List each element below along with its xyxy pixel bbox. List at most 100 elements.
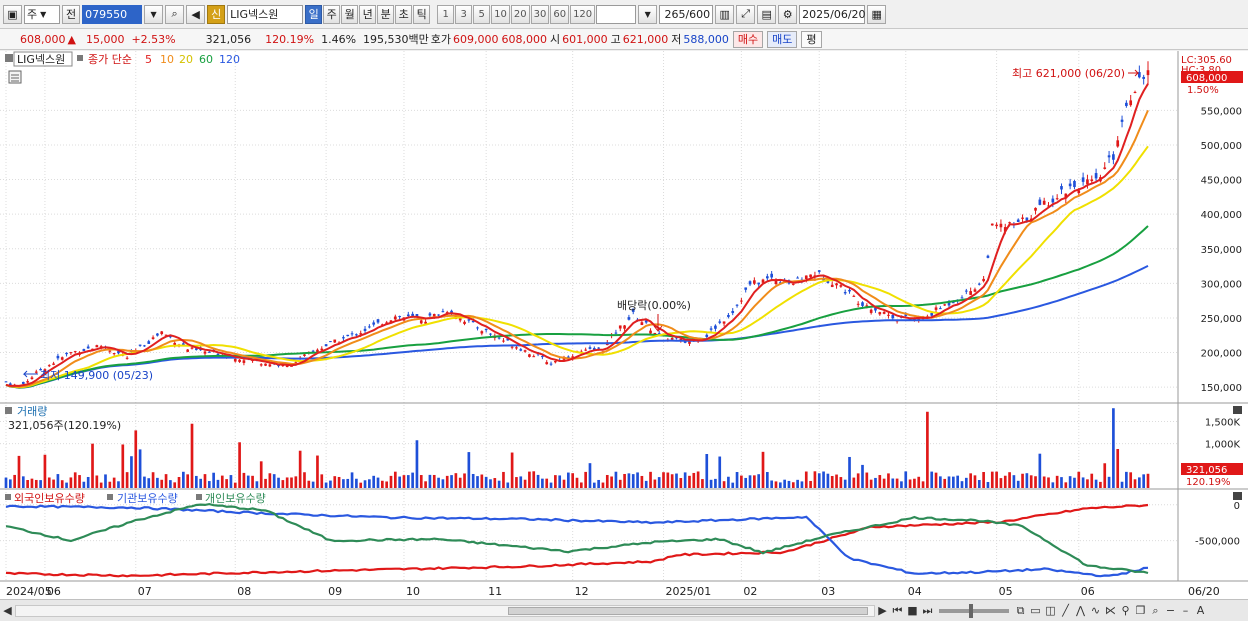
volume-close-icon[interactable]	[1233, 406, 1242, 414]
interval-button-120[interactable]: 120	[570, 4, 596, 24]
period-button-6[interactable]: 틱	[413, 4, 431, 24]
date-input[interactable]: 2025/06/20	[799, 4, 866, 24]
zoom-slider[interactable]	[939, 603, 1009, 618]
holding-close-icon[interactable]	[1233, 492, 1242, 500]
volume-bar	[614, 471, 618, 488]
period-button-4[interactable]: 분	[377, 4, 395, 24]
count-field[interactable]: 265/600	[659, 4, 714, 24]
save-icon[interactable]: ▤	[757, 4, 777, 24]
split-icon[interactable]: ◫	[1045, 604, 1056, 617]
volume-bar	[1090, 473, 1094, 488]
volume-bar	[212, 472, 215, 488]
volume-bar	[1086, 479, 1089, 488]
candle-body	[415, 314, 419, 318]
eval-button[interactable]: 평	[801, 30, 822, 48]
minus-icon[interactable]: –	[1182, 604, 1189, 617]
interval-button-20[interactable]: 20	[510, 4, 530, 24]
period-button-1[interactable]: 주	[323, 4, 341, 24]
period-button-5[interactable]: 초	[395, 4, 413, 24]
rewind-icon[interactable]: ⏮	[892, 603, 903, 617]
prev-button[interactable]: 전	[62, 4, 81, 24]
period-button-2[interactable]: 월	[341, 4, 359, 24]
zoom-out-icon[interactable]: −	[1165, 604, 1176, 617]
candle-body	[73, 351, 77, 353]
volume-bar	[246, 475, 250, 488]
buy-button[interactable]: 매수	[732, 30, 764, 48]
price-tick-label: 400,000	[1201, 210, 1242, 221]
ask-price: 609,000	[453, 32, 499, 46]
panel-icon[interactable]: ▭	[1030, 604, 1041, 617]
candle-body	[584, 349, 587, 351]
ma-line-60	[5, 225, 1149, 389]
x-tick-label: 03	[821, 585, 835, 598]
volume-bar	[359, 482, 363, 488]
search-icon[interactable]: ⌕	[165, 4, 185, 24]
interval-button-5[interactable]: 5	[473, 4, 491, 24]
candle-body	[939, 308, 942, 310]
volume-bar	[675, 473, 678, 488]
trend-icon[interactable]: ⋀	[1075, 604, 1086, 617]
horizontal-scrollbar[interactable]	[15, 604, 875, 617]
link-icon[interactable]: ⚲	[1121, 604, 1130, 617]
volume-bar	[164, 474, 168, 488]
volume-bar	[1094, 479, 1098, 488]
stock-label-box[interactable]	[13, 51, 73, 67]
candle-body	[549, 363, 553, 365]
dropdown-icon[interactable]: ▼	[144, 4, 164, 24]
gear-icon[interactable]: ⚙	[778, 4, 798, 24]
volume-bar	[990, 471, 994, 488]
volume-bar	[104, 474, 107, 488]
volume-bar	[445, 475, 449, 488]
text-size-icon[interactable]: A	[1196, 604, 1205, 617]
scrollbar-thumb[interactable]	[508, 606, 868, 615]
interval-button-10[interactable]: 10	[491, 4, 510, 24]
copy-icon[interactable]: ❐	[1135, 604, 1146, 617]
stock-name-field[interactable]: LIG넥스원	[227, 4, 304, 24]
sell-button[interactable]: 매도	[767, 30, 798, 48]
volume-bar	[774, 481, 778, 488]
zoom-icon[interactable]: ⌕	[1152, 603, 1159, 617]
x-tick-label: 2025/01	[666, 585, 712, 598]
draw-line-icon[interactable]: ╱	[1062, 604, 1069, 617]
forward-icon[interactable]: ⏭	[922, 603, 933, 617]
volume-bar	[73, 472, 77, 488]
volume-bar	[316, 455, 319, 488]
stock-chart[interactable]: 150,000 200,000 250,000 300,000 350,000 400,0…	[0, 51, 1248, 599]
interval-button-3[interactable]: 3	[455, 4, 473, 24]
scroll-left-icon[interactable]: ◀	[3, 604, 12, 617]
candle-body	[56, 355, 60, 359]
window-menu-icon[interactable]: ▣	[3, 4, 22, 24]
scroll-right-icon[interactable]: ▶	[878, 604, 887, 617]
volume-bar	[160, 479, 164, 488]
candle-body	[510, 346, 514, 348]
change-rate: +2.53%	[131, 32, 176, 46]
interval-button-60[interactable]: 60	[550, 4, 570, 24]
volume-bar	[830, 475, 834, 488]
volume: 321,056	[205, 32, 252, 46]
interval-input[interactable]	[596, 4, 637, 24]
stock-code-input[interactable]: 079550	[82, 4, 143, 24]
market-type-select[interactable]: 주 ▼	[24, 4, 60, 24]
sound-icon[interactable]: ◀	[186, 4, 206, 24]
calculator-icon[interactable]	[8, 70, 22, 84]
volume-bar	[995, 471, 998, 488]
interval-dropdown-icon[interactable]: ▼	[638, 4, 658, 24]
wave-icon[interactable]: ∿	[1090, 604, 1101, 617]
candle-body	[316, 349, 319, 352]
layout-icon[interactable]: ⧉	[1016, 603, 1025, 617]
stop-icon[interactable]: ■	[907, 604, 918, 617]
volume-bar	[91, 443, 94, 488]
high-price: 621,000	[622, 32, 669, 46]
volume-bar	[303, 472, 306, 488]
candle-type-icon[interactable]: ▥	[715, 4, 735, 24]
calendar-icon[interactable]: ▦	[867, 4, 887, 24]
indicator-icon[interactable]: ⤢	[736, 4, 756, 24]
pattern-icon[interactable]: ⋉	[1105, 604, 1116, 617]
zoom-slider-handle[interactable]	[969, 603, 973, 618]
volume-bar	[355, 478, 358, 488]
interval-button-1[interactable]: 1	[437, 4, 455, 24]
interval-button-30[interactable]: 30	[530, 4, 550, 24]
volume-bar	[848, 456, 851, 488]
period-button-3[interactable]: 년	[359, 4, 377, 24]
period-button-0[interactable]: 일	[305, 4, 323, 24]
